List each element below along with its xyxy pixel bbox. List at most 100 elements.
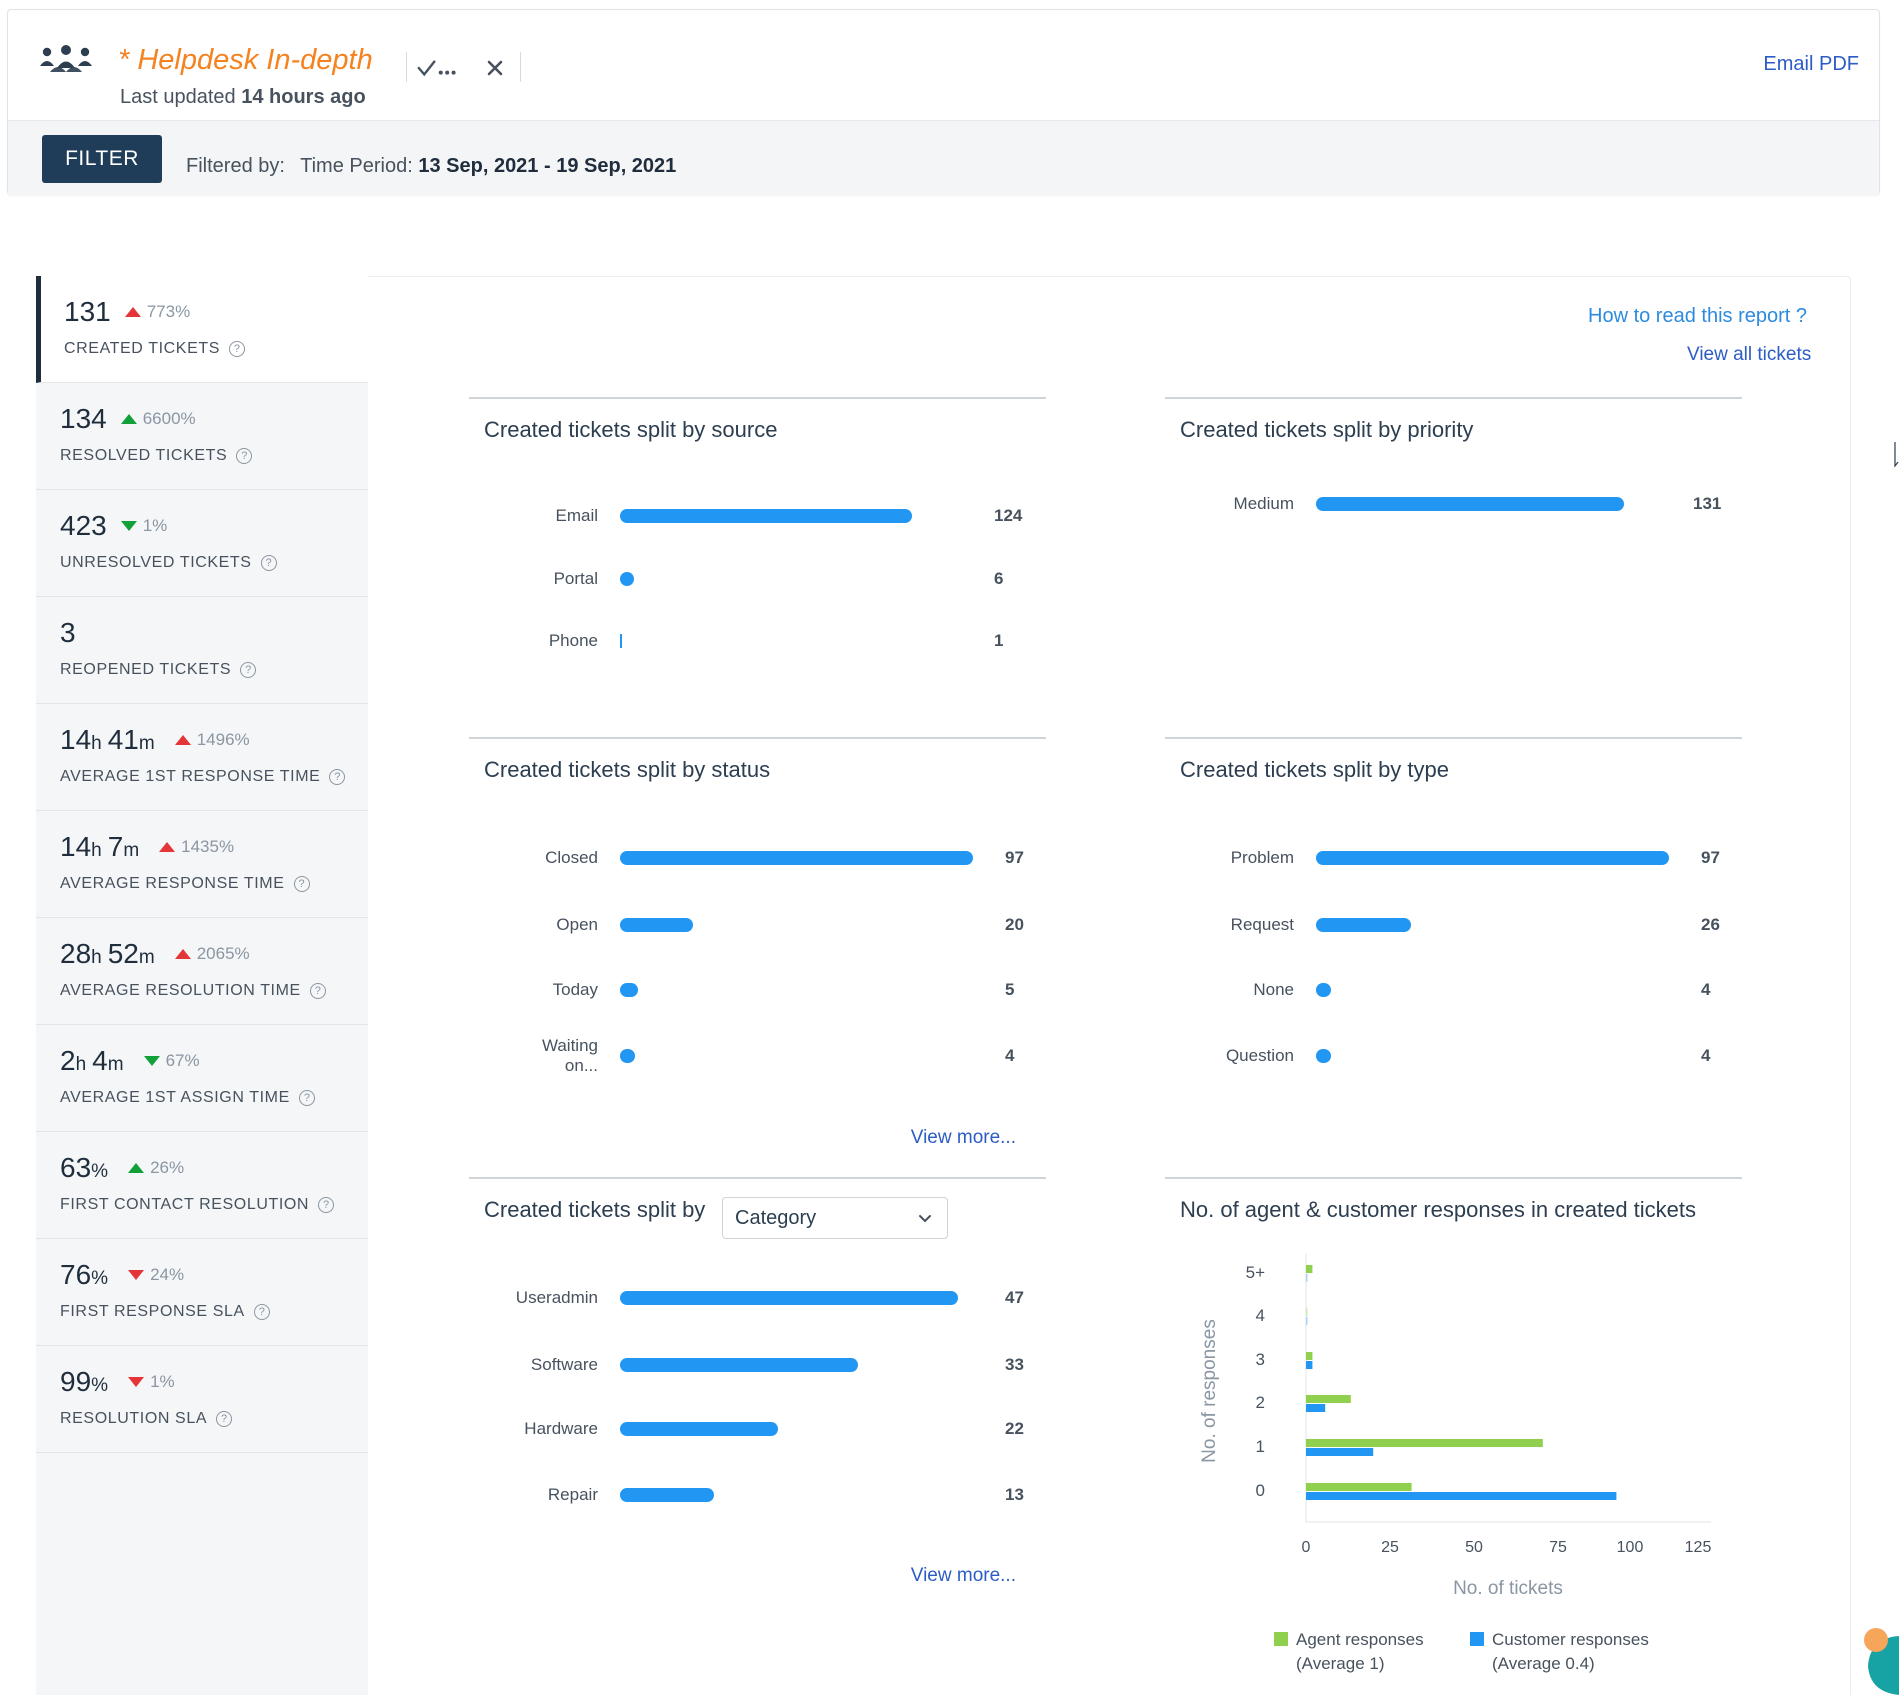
bar-row[interactable]: Closed 97 (469, 838, 1046, 878)
bar-value: 97 (1701, 848, 1720, 867)
metric-label: AVERAGE RESPONSE TIME? (60, 875, 310, 893)
response-bar[interactable] (1306, 1483, 1412, 1491)
help-icon[interactable]: ? (260, 555, 277, 571)
metric-label-text: FIRST RESPONSE SLA (60, 1303, 245, 1320)
help-icon[interactable]: ? (228, 341, 245, 357)
response-bar[interactable] (1306, 1448, 1374, 1456)
bar-row[interactable]: Hardware 22 (469, 1409, 1046, 1449)
bar-row[interactable]: Portal 6 (469, 559, 1046, 599)
metric-card[interactable]: 28h 52m 2065% AVERAGE RESOLUTION TIME? (36, 918, 368, 1025)
how-to-read-link[interactable]: How to read this report ? (1588, 305, 1807, 327)
help-icon[interactable]: ? (298, 1090, 315, 1106)
bar[interactable] (620, 1049, 635, 1063)
help-icon[interactable]: ? (216, 1411, 233, 1427)
bar-row[interactable]: Software 33 (469, 1345, 1046, 1385)
bar-row[interactable]: Problem 97 (1165, 838, 1742, 878)
close-icon[interactable] (473, 50, 517, 86)
metric-label-text: AVERAGE RESOLUTION TIME (60, 982, 301, 999)
metric-trend: 1% (128, 1372, 175, 1392)
filter-button[interactable]: FILTER (42, 135, 162, 183)
bar[interactable] (1316, 1049, 1331, 1063)
category-select[interactable]: Category (722, 1197, 948, 1239)
bar-row[interactable]: Email 124 (469, 496, 1046, 536)
panel-responses: No. of agent & customer responses in cre… (1165, 1177, 1742, 1677)
bar[interactable] (620, 983, 639, 997)
bar[interactable] (1316, 918, 1411, 932)
save-icon[interactable] (416, 50, 460, 86)
panel-category: Created tickets split by Category View m… (469, 1177, 1046, 1597)
status-view-more-link[interactable]: View more... (910, 1127, 1016, 1148)
bar[interactable] (620, 572, 635, 586)
bar-value: 33 (1005, 1355, 1024, 1374)
bar[interactable] (620, 509, 912, 523)
metric-card[interactable]: 131 773% CREATED TICKETS? (36, 276, 368, 383)
response-bar[interactable] (1306, 1395, 1351, 1403)
metric-card[interactable]: 63% 26% FIRST CONTACT RESOLUTION? (36, 1132, 368, 1239)
bar[interactable] (620, 1358, 858, 1372)
report-title[interactable]: * Helpdesk In-depth (118, 44, 373, 76)
y-tick-label: 1 (1256, 1437, 1265, 1456)
bar-row[interactable]: Useradmin 47 (469, 1278, 1046, 1318)
response-bar[interactable] (1306, 1352, 1313, 1360)
bar-row[interactable]: None 4 (1165, 970, 1742, 1010)
metric-card[interactable]: 14h 7m 1435% AVERAGE RESPONSE TIME? (36, 811, 368, 918)
bar[interactable] (620, 918, 693, 932)
panel-status: Created tickets split by status View mor… (469, 737, 1046, 1157)
help-icon[interactable]: ? (318, 1197, 335, 1213)
panel-title: Created tickets split by (484, 1197, 706, 1222)
responses-chart: 0 1 2 3 4 5+ 0 25 50 75 100 125 No. of tickets No. of… (1199, 1254, 1711, 1673)
bar[interactable] (620, 1291, 959, 1305)
bar-row[interactable]: Waiting on... 4 (469, 1036, 1046, 1076)
response-bar[interactable] (1306, 1439, 1543, 1447)
bar-row[interactable]: Medium 131 (1165, 484, 1742, 524)
response-bar[interactable] (1306, 1492, 1617, 1500)
help-icon[interactable]: ? (293, 876, 310, 892)
metric-value: 131 773% (64, 296, 190, 328)
category-view-more-link[interactable]: View more... (910, 1565, 1016, 1586)
response-bar[interactable] (1306, 1317, 1308, 1325)
metric-change: 1% (150, 1371, 175, 1391)
trend-up-icon (120, 413, 137, 424)
metric-card[interactable]: 2h 4m 67% AVERAGE 1ST ASSIGN TIME? (36, 1025, 368, 1132)
metric-number: 134 (60, 403, 107, 434)
bar[interactable] (620, 1488, 714, 1502)
response-bar[interactable] (1306, 1361, 1313, 1369)
metric-card[interactable]: 99% 1% RESOLUTION SLA? (36, 1346, 368, 1453)
last-updated-value: 14 hours ago (241, 86, 366, 108)
bar[interactable] (1316, 851, 1669, 865)
report-header: * Helpdesk In-depth Last updated 14 hour… (7, 9, 1880, 196)
bar[interactable] (620, 851, 973, 865)
metric-card[interactable]: 14h 41m 1496% AVERAGE 1ST RESPONSE TIME? (36, 704, 368, 811)
view-all-tickets-link[interactable]: View all tickets (1687, 344, 1812, 365)
metric-card[interactable]: 134 6600% RESOLVED TICKETS? (36, 383, 368, 490)
metric-card[interactable]: 423 1% UNRESOLVED TICKETS? (36, 490, 368, 597)
metric-card[interactable]: 3 REOPENED TICKETS? (36, 597, 368, 704)
help-icon[interactable]: ? (253, 1304, 270, 1320)
metric-card[interactable]: 76% 24% FIRST RESPONSE SLA? (36, 1239, 368, 1346)
response-bar[interactable] (1306, 1404, 1326, 1412)
help-icon[interactable]: ? (240, 662, 257, 678)
bar[interactable] (1316, 983, 1331, 997)
help-icon[interactable]: ? (236, 448, 253, 464)
metric-trend: 1496% (174, 730, 250, 750)
bar[interactable] (620, 634, 622, 648)
bar-row[interactable]: Open 20 (469, 905, 1046, 945)
help-icon[interactable]: ? (329, 769, 346, 785)
bar-row[interactable]: Request 26 (1165, 905, 1742, 945)
bar-row[interactable]: Repair 13 (469, 1475, 1046, 1515)
bar-row[interactable]: Today 5 (469, 970, 1046, 1010)
bar-row[interactable]: Phone 1 (469, 621, 1046, 661)
help-icon[interactable]: ? (309, 983, 326, 999)
metric-label: FIRST RESPONSE SLA? (60, 1303, 270, 1321)
bar-label: Useradmin (515, 1288, 598, 1308)
response-bar[interactable] (1306, 1265, 1313, 1273)
bar[interactable] (1316, 497, 1624, 511)
metric-label-text: AVERAGE RESPONSE TIME (60, 875, 285, 892)
bar-label: Closed (545, 848, 598, 868)
response-bar[interactable] (1306, 1308, 1308, 1316)
response-bar[interactable] (1306, 1274, 1308, 1282)
bar[interactable] (620, 1422, 779, 1436)
chat-widget-icon[interactable] (1862, 1626, 1899, 1695)
bar-row[interactable]: Question 4 (1165, 1036, 1742, 1076)
email-pdf-link[interactable]: Email PDF (1763, 53, 1859, 75)
